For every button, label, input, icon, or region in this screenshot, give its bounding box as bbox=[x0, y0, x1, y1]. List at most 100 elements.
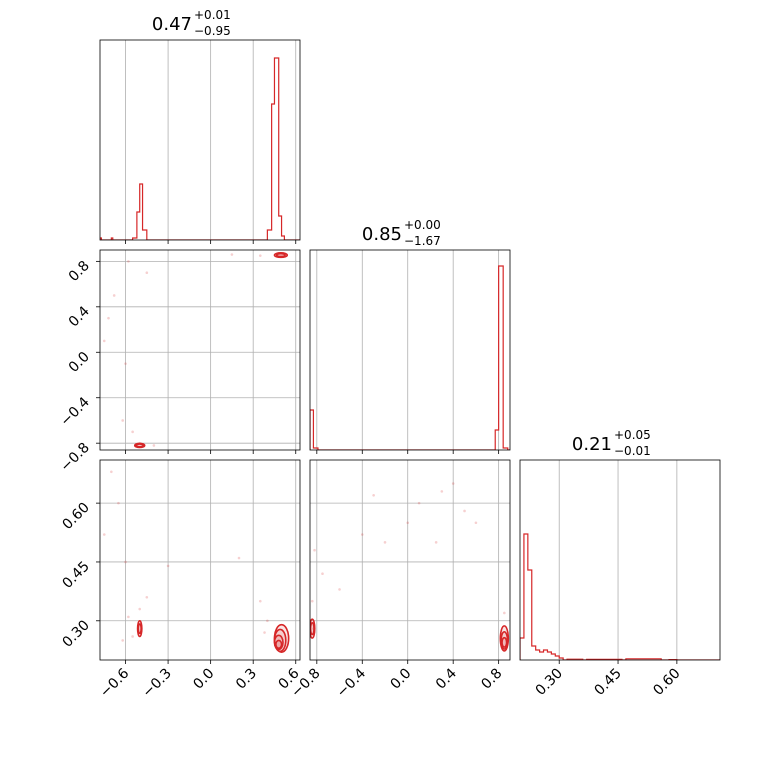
contour-line bbox=[499, 625, 510, 652]
panel-title-2: 0.85 bbox=[362, 224, 402, 245]
y-tick-label: 0.4 bbox=[66, 303, 93, 330]
title-minus-error-2: −1.67 bbox=[404, 234, 441, 248]
contour-line bbox=[501, 636, 508, 648]
y-tick-label: −0.8 bbox=[57, 440, 92, 475]
contour-line bbox=[133, 442, 146, 449]
x-tick-label: 0.4 bbox=[433, 665, 460, 692]
panel-frame bbox=[519, 459, 721, 661]
scatter-point bbox=[434, 541, 438, 544]
y-tick-label: 0.60 bbox=[59, 500, 92, 533]
panel-frame bbox=[99, 249, 301, 451]
density-panel-2-3 bbox=[309, 459, 511, 664]
density-content bbox=[102, 252, 289, 449]
density-fill bbox=[274, 624, 289, 653]
title-plus-error-2: +0.00 bbox=[404, 218, 441, 232]
title-minus-error-3: −0.01 bbox=[614, 444, 651, 458]
density-fill bbox=[500, 625, 509, 651]
density-content bbox=[102, 470, 290, 653]
scatter-point bbox=[102, 533, 106, 536]
scatter-point bbox=[121, 419, 124, 422]
scatter-point bbox=[124, 560, 127, 564]
hist-line-2 bbox=[310, 265, 510, 450]
x-tick-label: −0.4 bbox=[334, 665, 369, 700]
title-minus-error-1: −0.95 bbox=[194, 24, 231, 38]
scatter-point bbox=[258, 599, 262, 603]
scatter-point bbox=[372, 493, 375, 497]
density-panel-1-2 bbox=[96, 249, 301, 454]
scatter-point bbox=[131, 430, 134, 434]
hist-panel-2: 0.85 +0.00 −1.67 bbox=[309, 218, 511, 454]
scatter-point bbox=[110, 470, 113, 474]
scatter-point bbox=[127, 260, 130, 263]
scatter-point bbox=[360, 533, 364, 536]
scatter-point bbox=[258, 254, 262, 257]
scatter-point bbox=[117, 501, 120, 505]
scatter-point bbox=[451, 482, 455, 485]
hist-line-3 bbox=[520, 533, 720, 660]
x-tick-label: 0.30 bbox=[533, 666, 566, 699]
axis-labels: −0.6 −0.3 0.0 0.3 0.6−0.8 −0.4 0.0 0.4 0.8 0.30 0.… bbox=[57, 258, 683, 701]
density-fill bbox=[274, 629, 286, 652]
scatter-point bbox=[107, 316, 110, 320]
density-fill bbox=[274, 252, 288, 258]
panel-frame bbox=[309, 249, 511, 451]
contour-line bbox=[273, 623, 290, 653]
y-tick-label: 0.8 bbox=[66, 258, 93, 285]
scatter-point bbox=[321, 572, 324, 576]
scatter-point bbox=[474, 521, 478, 525]
scatter-point bbox=[145, 595, 149, 599]
contour-line bbox=[275, 252, 286, 258]
scatter-point bbox=[127, 615, 130, 619]
density-fill bbox=[274, 635, 283, 650]
contour-line bbox=[136, 619, 143, 638]
panel-frame bbox=[99, 459, 301, 661]
title-plus-error-3: +0.05 bbox=[614, 428, 651, 442]
scatter-point bbox=[112, 294, 116, 297]
density-fill bbox=[134, 443, 145, 448]
scatter-point bbox=[263, 631, 266, 634]
scatter-point bbox=[124, 362, 127, 365]
scatter-point bbox=[338, 588, 341, 591]
density-fill bbox=[310, 619, 315, 639]
hist-line-1 bbox=[100, 57, 300, 240]
x-tick-label: −0.6 bbox=[97, 665, 132, 700]
x-tick-label: −0.3 bbox=[140, 666, 175, 701]
scatter-point bbox=[138, 607, 142, 611]
panel-title-1: 0.47 bbox=[152, 14, 192, 35]
density-fill bbox=[502, 637, 507, 648]
panel-frame bbox=[99, 39, 301, 241]
x-tick-label: 0.60 bbox=[650, 666, 683, 699]
y-tick-label: 0.30 bbox=[59, 617, 92, 650]
scatter-point bbox=[406, 521, 410, 525]
density-content bbox=[310, 482, 510, 652]
x-tick-label: 0.45 bbox=[592, 666, 625, 699]
scatter-point bbox=[440, 490, 444, 493]
scatter-point bbox=[166, 564, 170, 568]
scatter-point bbox=[503, 611, 506, 615]
scatter-point bbox=[102, 339, 106, 343]
x-tick-label: 0.8 bbox=[478, 666, 505, 693]
x-tick-label: 0.0 bbox=[190, 666, 217, 693]
hist-panel-1: 0.47 +0.01 −0.95 bbox=[99, 8, 301, 244]
panel-title-3: 0.21 bbox=[572, 434, 612, 455]
y-tick-label: 0.0 bbox=[66, 349, 93, 376]
scatter-point bbox=[417, 501, 421, 505]
y-tick-label: 0.45 bbox=[59, 558, 92, 591]
y-tick-label: −0.4 bbox=[57, 394, 92, 429]
scatter-point bbox=[152, 444, 156, 447]
density-panel-1-3 bbox=[96, 459, 301, 664]
contour-line bbox=[310, 618, 316, 639]
scatter-point bbox=[145, 271, 149, 275]
scatter-point bbox=[266, 619, 269, 623]
hist-panel-3: 0.21 +0.05 −0.01 bbox=[519, 428, 721, 664]
scatter-point bbox=[463, 509, 466, 513]
density-fill bbox=[275, 640, 282, 649]
scatter-point bbox=[313, 548, 316, 552]
scatter-point bbox=[310, 599, 314, 603]
density-fill bbox=[501, 631, 508, 650]
x-tick-label: 0.0 bbox=[387, 666, 414, 693]
scatter-point bbox=[383, 541, 387, 544]
contour-line bbox=[273, 252, 289, 259]
scatter-point bbox=[237, 556, 241, 560]
